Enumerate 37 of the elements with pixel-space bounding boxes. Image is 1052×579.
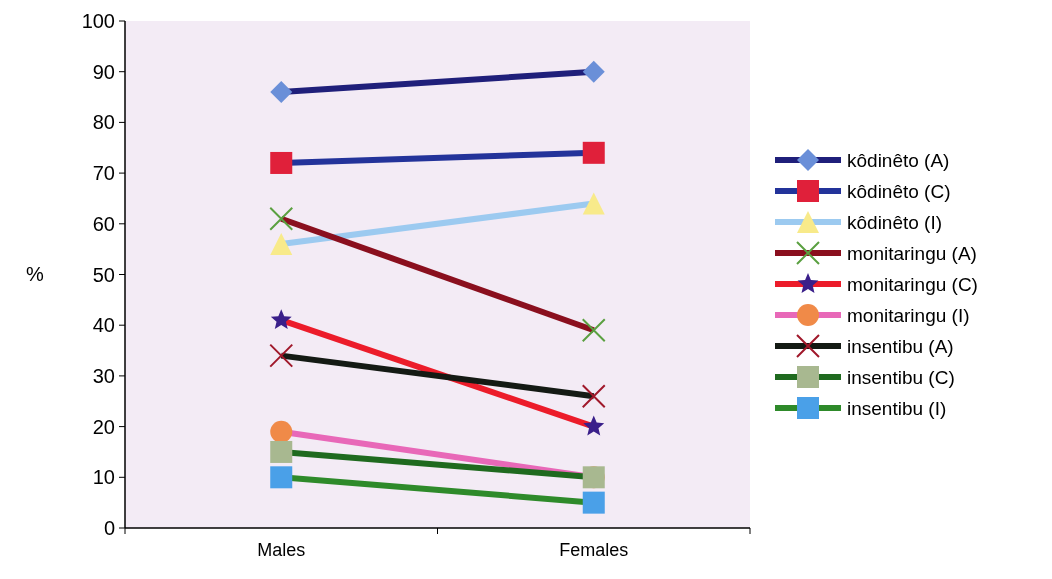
y-tick-label: 80 <box>92 111 115 134</box>
y-tick-label: 20 <box>92 415 115 438</box>
point <box>270 151 293 174</box>
point <box>270 466 293 489</box>
legend-label: insentibu (C) <box>847 366 955 388</box>
y-tick-label: 70 <box>92 162 115 185</box>
legend-label: kôdinêto (A) <box>847 149 950 171</box>
y-tick-label: 30 <box>92 364 115 387</box>
x-tick-label: Females <box>559 540 629 560</box>
y-tick-label: 50 <box>92 263 115 286</box>
point <box>582 491 605 514</box>
point <box>582 60 605 83</box>
legend-label: insentibu (I) <box>847 397 947 419</box>
legend-label: monitaringu (C) <box>847 273 978 295</box>
x-tick-label: Males <box>257 540 306 560</box>
point <box>583 415 605 436</box>
point <box>270 80 293 103</box>
point <box>270 309 292 330</box>
legend-label: kôdinêto (I) <box>847 211 943 233</box>
point <box>269 343 294 368</box>
point <box>269 206 294 231</box>
legend-label: monitaringu (I) <box>847 304 970 326</box>
y-tick-label: 60 <box>92 212 115 235</box>
point <box>270 440 293 463</box>
y-tick-label: 90 <box>92 60 115 83</box>
legend-label: insentibu (A) <box>847 335 954 357</box>
y-tick-label: 40 <box>92 314 115 337</box>
legend-label: kôdinêto (C) <box>847 180 951 202</box>
legend-label: monitaringu (A) <box>847 242 977 264</box>
point <box>581 318 606 343</box>
y-axis-title: % <box>26 262 45 285</box>
y-tick-label: 10 <box>92 466 115 489</box>
y-tick-label: 0 <box>103 517 115 539</box>
point <box>270 420 293 443</box>
point <box>582 141 605 164</box>
y-tick-label: 100 <box>81 10 115 32</box>
point <box>581 384 606 409</box>
